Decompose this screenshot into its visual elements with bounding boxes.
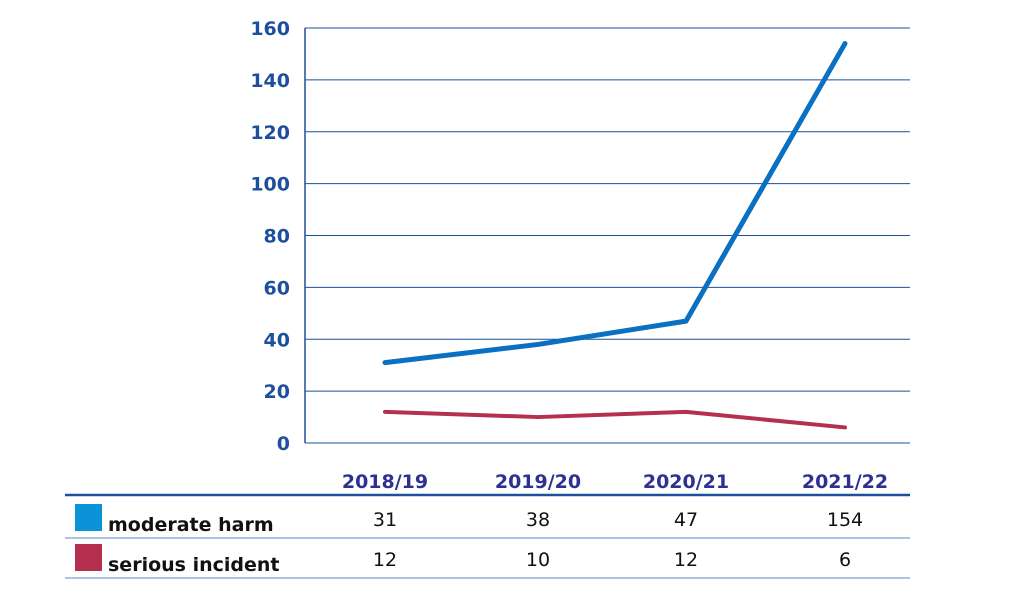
table-value: 47: [674, 509, 698, 531]
y-tick-label: 160: [250, 18, 290, 40]
y-tick-label: 60: [264, 277, 290, 299]
x-category-label: 2020/21: [643, 471, 729, 493]
table-value: 12: [373, 549, 397, 571]
y-tick-label: 40: [264, 329, 290, 351]
table-value: 6: [839, 549, 851, 571]
table-value: 12: [674, 549, 698, 571]
series-line-moderate-harm: [382, 41, 848, 366]
legend-label: moderate harm: [108, 514, 274, 536]
table-value: 10: [526, 549, 550, 571]
legend-swatch: [75, 544, 102, 571]
y-tick-label: 80: [264, 226, 290, 248]
legend-label: serious incident: [108, 554, 280, 576]
table-value: 31: [373, 509, 397, 531]
x-category-label: 2019/20: [495, 471, 581, 493]
series-line-serious-incident: [383, 409, 847, 430]
y-tick-label: 140: [250, 70, 290, 92]
legend-swatch: [75, 504, 102, 531]
y-tick-label: 100: [250, 174, 290, 196]
y-tick-label: 20: [264, 381, 290, 403]
x-category-label: 2018/19: [342, 471, 428, 493]
y-tick-label: 0: [277, 433, 290, 455]
table-value: 154: [827, 509, 863, 531]
y-tick-label: 120: [250, 122, 290, 144]
x-category-label: 2021/22: [802, 471, 888, 493]
table-value: 38: [526, 509, 550, 531]
